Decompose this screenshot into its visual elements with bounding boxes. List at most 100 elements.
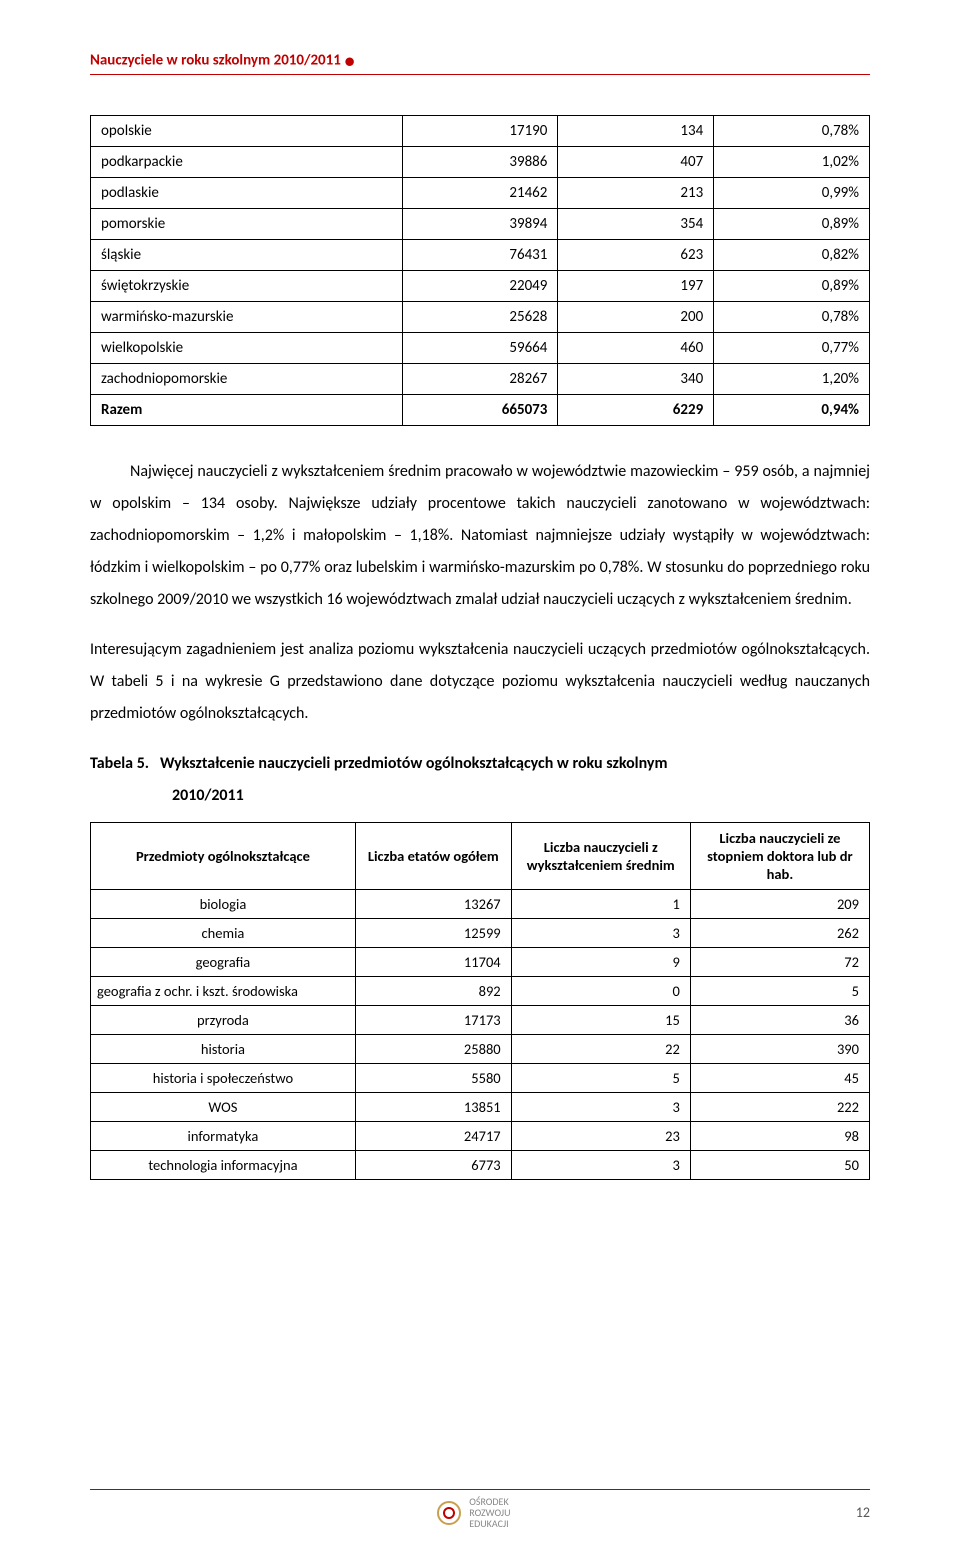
value-cell: 0,78%: [714, 116, 870, 147]
region-cell: świętokrzyskie: [91, 271, 403, 302]
value-cell: 3: [511, 1151, 690, 1180]
page-footer: OŚRODEK ROZWOJU EDUKACJI 12: [90, 1489, 870, 1529]
subject-cell: przyroda: [91, 1006, 356, 1035]
value-cell: 36: [690, 1006, 869, 1035]
paragraph-2: Interesującym zagadnieniem jest analiza …: [90, 634, 870, 730]
value-cell: 1,20%: [714, 364, 870, 395]
value-cell: 17173: [355, 1006, 511, 1035]
value-cell: 13267: [355, 890, 511, 919]
value-cell: 5: [690, 977, 869, 1006]
table-total-row: Razem66507362290,94%: [91, 395, 870, 426]
col-header-subject: Przedmioty ogólnokształcące: [91, 823, 356, 890]
region-cell: opolskie: [91, 116, 403, 147]
value-cell: 623: [558, 240, 714, 271]
value-cell: 59664: [402, 333, 558, 364]
col-header-doctorate: Liczba nauczycieli ze stopniem doktora l…: [690, 823, 869, 890]
value-cell: 262: [690, 919, 869, 948]
value-cell: 3: [511, 1093, 690, 1122]
page-number: 12: [856, 1504, 870, 1521]
table-row: śląskie764316230,82%: [91, 240, 870, 271]
value-cell: 0: [511, 977, 690, 1006]
value-cell: 39886: [402, 147, 558, 178]
value-cell: 6773: [355, 1151, 511, 1180]
value-cell: 3: [511, 919, 690, 948]
value-cell: 390: [690, 1035, 869, 1064]
table-row: geografia11704972: [91, 948, 870, 977]
subject-cell: geografia: [91, 948, 356, 977]
subject-cell: technologia informacyjna: [91, 1151, 356, 1180]
value-cell: 0,89%: [714, 271, 870, 302]
subject-cell: WOS: [91, 1093, 356, 1122]
value-cell: 28267: [402, 364, 558, 395]
value-cell: 0,82%: [714, 240, 870, 271]
value-cell: 23: [511, 1122, 690, 1151]
value-cell: 76431: [402, 240, 558, 271]
table-row: technologia informacyjna6773350: [91, 1151, 870, 1180]
value-cell: 22049: [402, 271, 558, 302]
paragraph-1-text: Najwięcej nauczycieli z wykształceniem ś…: [90, 462, 870, 609]
value-cell: 354: [558, 209, 714, 240]
table-row: chemia125993262: [91, 919, 870, 948]
value-cell: 25628: [402, 302, 558, 333]
table-row: warmińsko-mazurskie256282000,78%: [91, 302, 870, 333]
table-row: podlaskie214622130,99%: [91, 178, 870, 209]
table-row: zachodniopomorskie282673401,20%: [91, 364, 870, 395]
table-row: świętokrzyskie220491970,89%: [91, 271, 870, 302]
table2-caption-line2: 2010/2011: [90, 780, 870, 812]
table-row: biologia132671209: [91, 890, 870, 919]
subject-cell: biologia: [91, 890, 356, 919]
value-cell: 72: [690, 948, 869, 977]
value-cell: 134: [558, 116, 714, 147]
value-cell: 0,94%: [714, 395, 870, 426]
paragraph-2-text: Interesującym zagadnieniem jest analiza …: [90, 640, 870, 723]
table-row: przyroda171731536: [91, 1006, 870, 1035]
region-cell: pomorskie: [91, 209, 403, 240]
subject-table: Przedmioty ogólnokształcące Liczba etató…: [90, 822, 870, 1180]
value-cell: 1,02%: [714, 147, 870, 178]
value-cell: 197: [558, 271, 714, 302]
value-cell: 222: [690, 1093, 869, 1122]
table2-caption-rest: Wykształcenie nauczycieli przedmiotów og…: [160, 754, 668, 773]
value-cell: 0,99%: [714, 178, 870, 209]
region-cell: podlaskie: [91, 178, 403, 209]
value-cell: 24717: [355, 1122, 511, 1151]
table-row: historia2588022390: [91, 1035, 870, 1064]
region-table: opolskie171901340,78%podkarpackie3988640…: [90, 115, 870, 426]
value-cell: 15: [511, 1006, 690, 1035]
header-dot-icon: ●: [344, 50, 355, 72]
value-cell: 11704: [355, 948, 511, 977]
table-row: historia i społeczeństwo5580545: [91, 1064, 870, 1093]
value-cell: 45: [690, 1064, 869, 1093]
value-cell: 9: [511, 948, 690, 977]
region-cell: wielkopolskie: [91, 333, 403, 364]
value-cell: 22: [511, 1035, 690, 1064]
table2-caption: Tabela 5. Wykształcenie nauczycieli prze…: [90, 748, 870, 812]
value-cell: 340: [558, 364, 714, 395]
value-cell: 1: [511, 890, 690, 919]
subject-cell: geografia z ochr. i kszt. środowiska: [91, 977, 356, 1006]
col-header-positions: Liczba etatów ogółem: [355, 823, 511, 890]
value-cell: 892: [355, 977, 511, 1006]
subject-cell: chemia: [91, 919, 356, 948]
region-cell: podkarpackie: [91, 147, 403, 178]
value-cell: 39894: [402, 209, 558, 240]
table-row: podkarpackie398864071,02%: [91, 147, 870, 178]
value-cell: 12599: [355, 919, 511, 948]
page-header: Nauczyciele w roku szkolnym 2010/2011 ●: [90, 50, 870, 75]
value-cell: 213: [558, 178, 714, 209]
region-cell: śląskie: [91, 240, 403, 271]
value-cell: 460: [558, 333, 714, 364]
value-cell: 5: [511, 1064, 690, 1093]
region-cell: zachodniopomorskie: [91, 364, 403, 395]
table-row: wielkopolskie596644600,77%: [91, 333, 870, 364]
table-row: pomorskie398943540,89%: [91, 209, 870, 240]
table2-caption-label: Tabela 5.: [90, 754, 149, 773]
value-cell: 13851: [355, 1093, 511, 1122]
subject-cell: historia i społeczeństwo: [91, 1064, 356, 1093]
col-header-secondary: Liczba nauczycieli z wykształceniem śred…: [511, 823, 690, 890]
table-row: WOS138513222: [91, 1093, 870, 1122]
value-cell: 0,77%: [714, 333, 870, 364]
table-row: opolskie171901340,78%: [91, 116, 870, 147]
value-cell: 5580: [355, 1064, 511, 1093]
subject-table-header-row: Przedmioty ogólnokształcące Liczba etató…: [91, 823, 870, 890]
